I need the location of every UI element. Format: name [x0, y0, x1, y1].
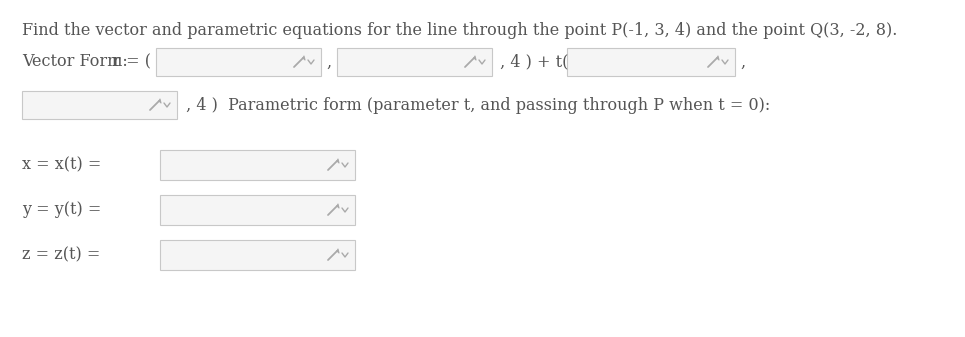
Text: x = x(t) =: x = x(t) = [22, 156, 101, 174]
Text: , 4 ) + t(: , 4 ) + t( [495, 54, 568, 70]
Bar [22, 91, 177, 119]
Text: ,: , [326, 54, 331, 70]
Bar [160, 240, 355, 270]
Bar [567, 48, 735, 76]
Bar [337, 48, 492, 76]
Text: r: r [112, 54, 121, 70]
Bar [160, 150, 355, 180]
Text: = (: = ( [121, 54, 151, 70]
Text: z = z(t) =: z = z(t) = [22, 246, 100, 264]
Text: y = y(t) =: y = y(t) = [22, 202, 101, 218]
Bar [156, 48, 321, 76]
Text: Find the vector and parametric equations for the line through the point P(-1, 3,: Find the vector and parametric equations… [22, 22, 897, 39]
Text: , 4 )  Parametric form (parameter t, and passing through P when t = 0):: , 4 ) Parametric form (parameter t, and … [181, 96, 770, 114]
Bar [160, 195, 355, 225]
Text: Vector Form:: Vector Form: [22, 54, 133, 70]
Text: ,: , [740, 54, 745, 70]
